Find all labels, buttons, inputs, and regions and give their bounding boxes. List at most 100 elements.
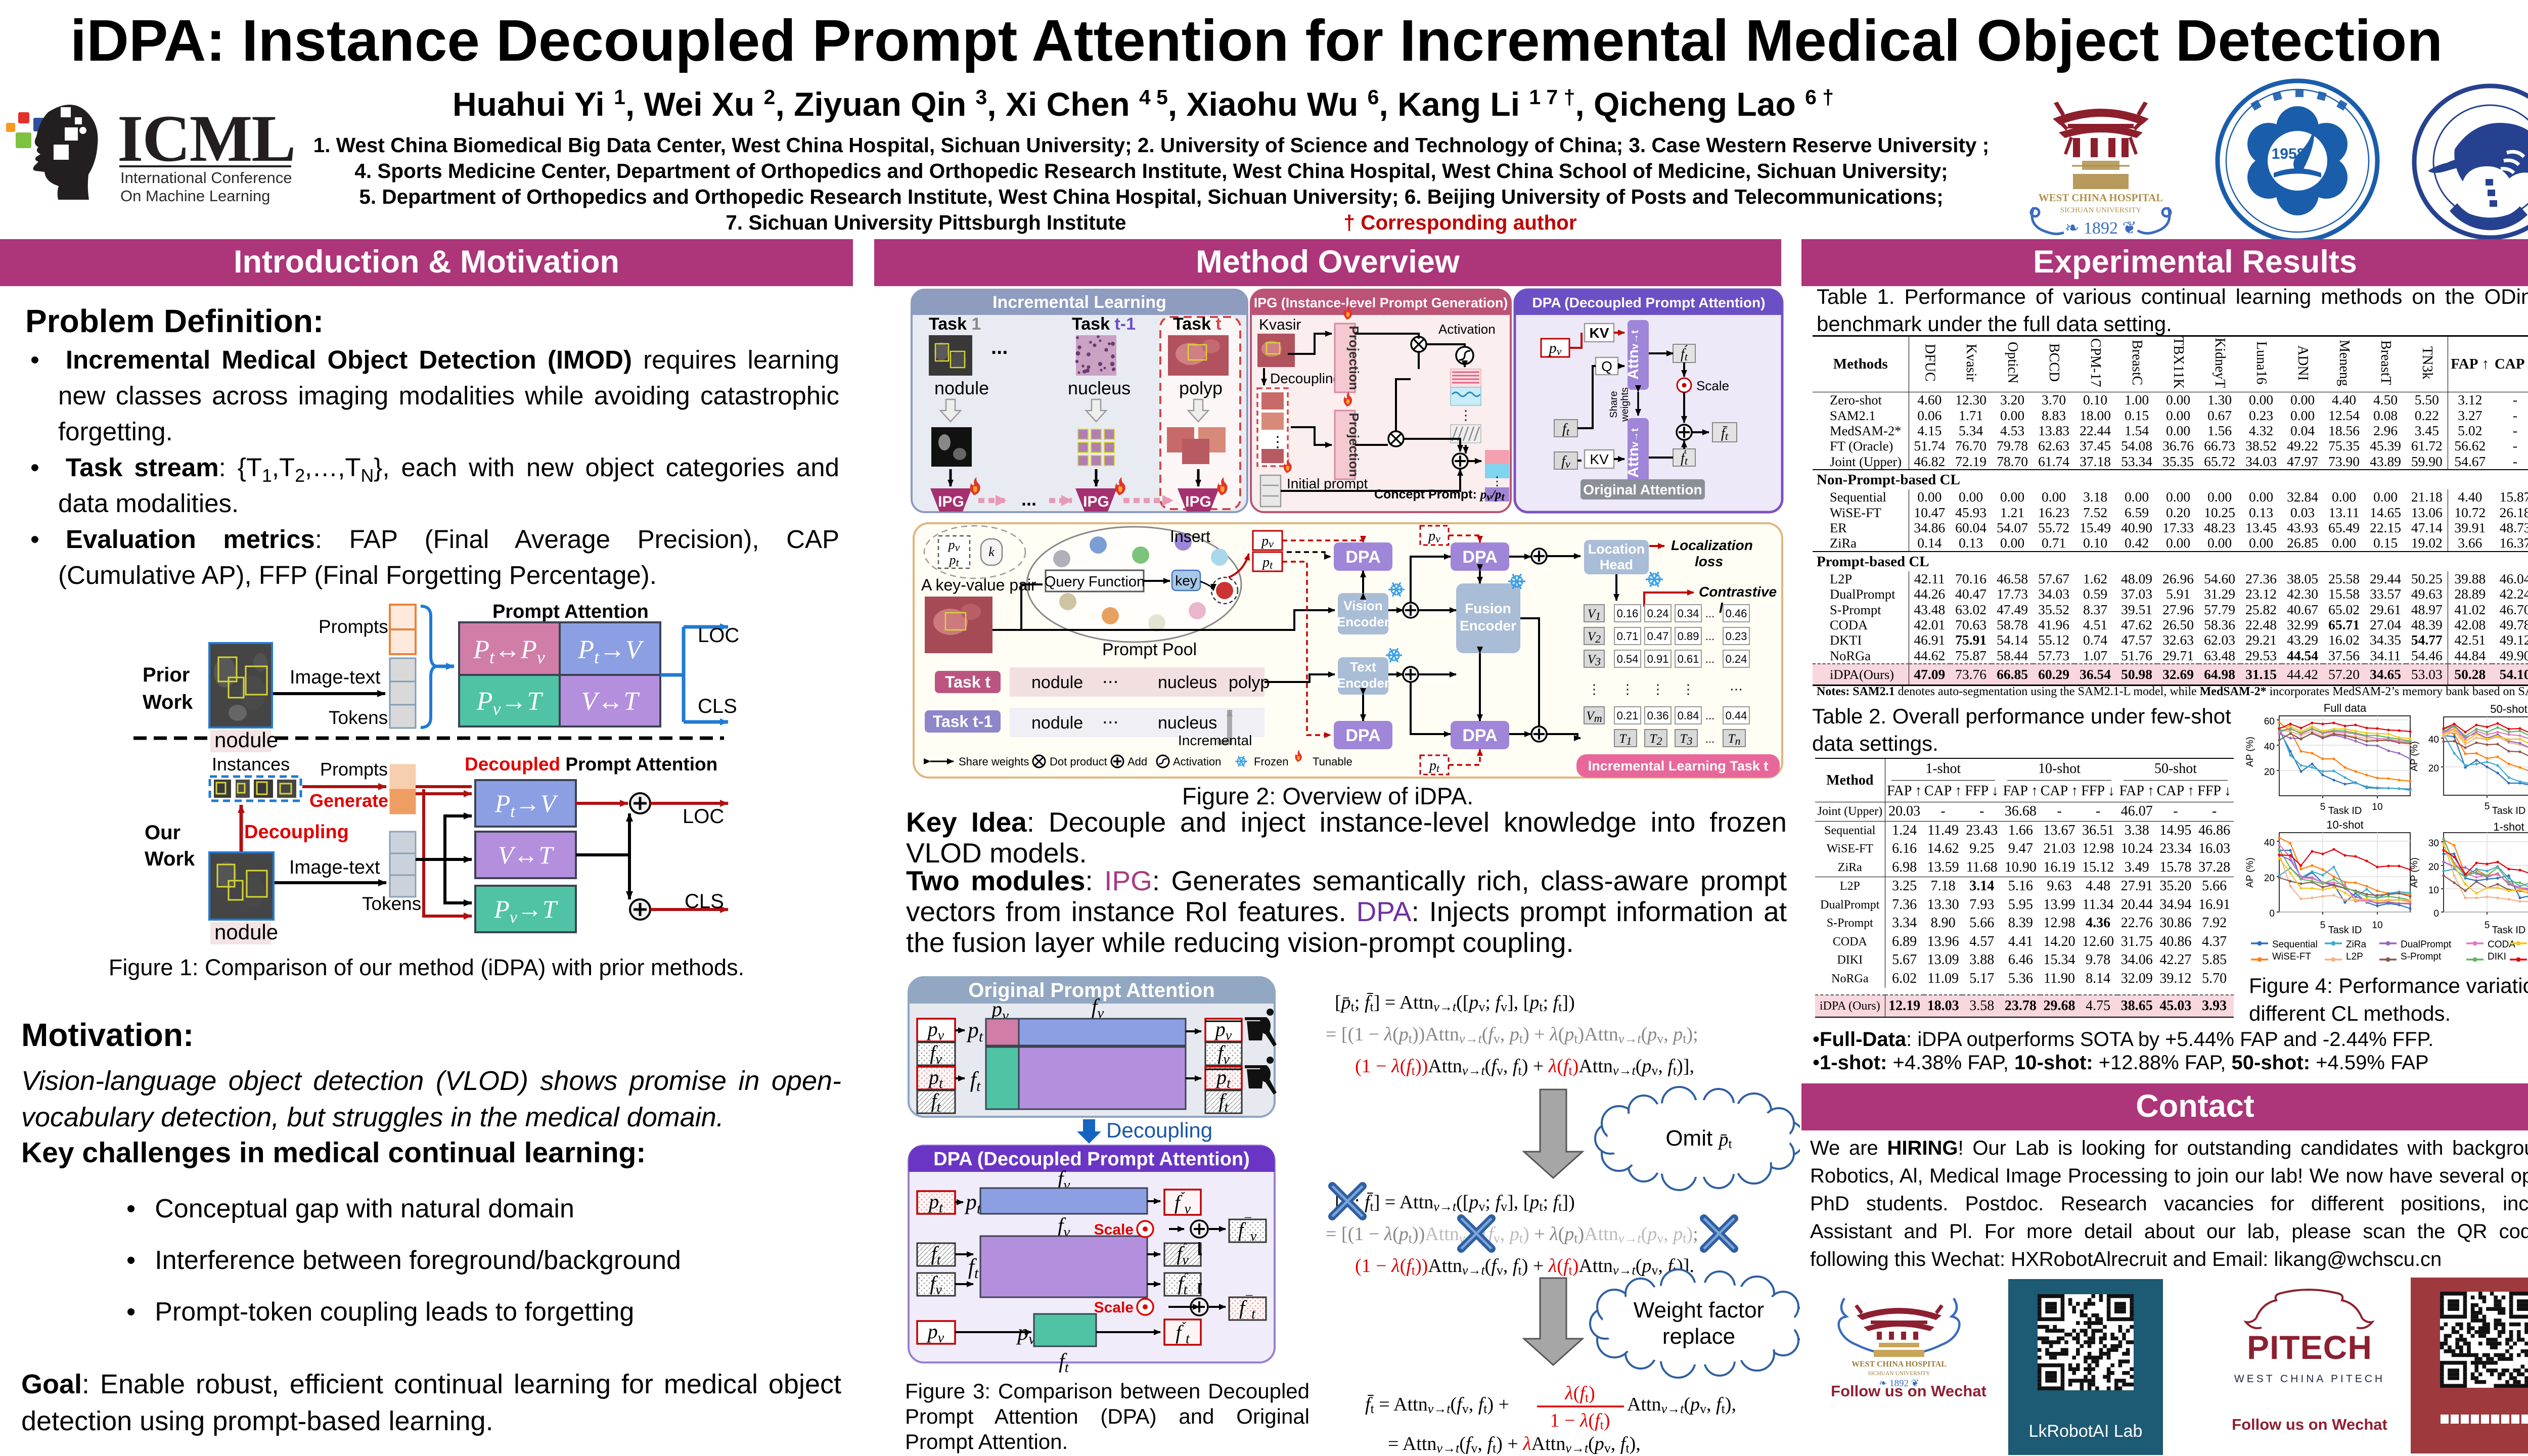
svg-text:Work: Work: [145, 848, 195, 870]
svg-text:Initial prompt: Initial prompt: [1287, 476, 1368, 491]
svg-text:5: 5: [2320, 802, 2326, 812]
svg-text:Dot product: Dot product: [1050, 755, 1107, 768]
svg-text:IPG (Instance-level Prompt Gen: IPG (Instance-level Prompt Generation): [1254, 295, 1508, 310]
svg-text:WEST CHINA PITECH: WEST CHINA PITECH: [2234, 1373, 2385, 1385]
svg-text:Scale: Scale: [1696, 378, 1729, 393]
svg-text:Original Attention: Original Attention: [1583, 482, 1702, 497]
svg-text:40: 40: [2264, 742, 2275, 752]
svg-text:20: 20: [2264, 767, 2275, 778]
svg-text:Tokens: Tokens: [329, 707, 388, 728]
svg-text:0.61: 0.61: [1678, 653, 1699, 665]
svg-text:Localization: Localization: [1671, 537, 1753, 553]
svg-text:nodule: nodule: [1031, 713, 1083, 733]
svg-text:0.84: 0.84: [1678, 709, 1699, 722]
svg-text:Follow us on Wechat: Follow us on Wechat: [2232, 1416, 2387, 1433]
svg-text:nodule: nodule: [214, 920, 278, 944]
svg-text:V3: V3: [1588, 653, 1601, 668]
svg-text:...: ...: [1021, 489, 1036, 510]
svg-text:...: ...: [1705, 607, 1714, 620]
svg-text:⋅⋅⋅: ⋅⋅⋅: [1102, 673, 1118, 692]
svg-text:IPG: IPG: [938, 493, 964, 510]
svg-text:WEST CHINA HOSPITAL: WEST CHINA HOSPITAL: [2039, 192, 2163, 204]
svg-text:Encoder: Encoder: [1460, 618, 1516, 633]
svg-text:⋅⋅⋅: ⋅⋅⋅: [1102, 713, 1118, 733]
svg-text:Query Function: Query Function: [1045, 574, 1145, 590]
svg-text:SICHUAN UNIVERSITY: SICHUAN UNIVERSITY: [1868, 1371, 1931, 1377]
svg-text:5: 5: [2485, 801, 2490, 812]
svg-text:CODA: CODA: [2488, 939, 2515, 950]
svg-text:Task t-1: Task t-1: [933, 712, 993, 731]
svg-text:30: 30: [2428, 838, 2439, 849]
svg-text:Encoder: Encoder: [1337, 675, 1389, 691]
svg-text:nodule: nodule: [934, 378, 989, 398]
svg-text:AP (%): AP (%): [2409, 857, 2420, 888]
svg-text:Head: Head: [1600, 557, 1633, 572]
svg-text:0.71: 0.71: [1617, 630, 1639, 643]
svg-text:fˇv: fˇv: [1175, 1190, 1191, 1217]
svg-text:Projection: Projection: [1346, 326, 1362, 390]
svg-text:f¯t: f¯t: [1239, 1294, 1256, 1322]
svg-text:...: ...: [991, 336, 1008, 358]
svg-text:Follow us on Wechat: Follow us on Wechat: [1831, 1382, 1987, 1400]
svg-text:polyp: polyp: [1229, 673, 1270, 692]
svg-text:...: ...: [1705, 709, 1714, 722]
svg-text:λ(ft): λ(ft): [1564, 1383, 1595, 1405]
svg-text:Location: Location: [1588, 541, 1645, 557]
svg-text:International Conference: International Conference: [120, 169, 292, 187]
svg-text:...: ...: [1705, 733, 1714, 745]
svg-text:20: 20: [2264, 873, 2275, 884]
svg-text:polyp: polyp: [1179, 378, 1223, 398]
svg-text:V2: V2: [1588, 630, 1601, 645]
svg-text:DPA: DPA: [1462, 548, 1497, 567]
svg-text:Decoupling: Decoupling: [244, 822, 349, 843]
svg-text:CLS: CLS: [685, 890, 724, 913]
svg-text:(1 − λ(ft))Attnv→t(fv, ft) + λ: (1 − λ(ft))Attnv→t(fv, ft) + λ(ft)Attnv→…: [1355, 1056, 1694, 1078]
svg-text:10: 10: [2428, 885, 2439, 896]
svg-text:0.47: 0.47: [1647, 630, 1669, 643]
svg-text:Kvasir: Kvasir: [1259, 316, 1301, 333]
svg-text:On Machine Learning: On Machine Learning: [120, 187, 270, 205]
svg-text:Prompt Pool: Prompt Pool: [1102, 640, 1197, 659]
svg-text:0: 0: [2433, 908, 2439, 919]
svg-text:ḟt: ḟt: [1681, 450, 1688, 467]
svg-text:Tokens: Tokens: [362, 893, 421, 914]
svg-text:⋮: ⋮: [1270, 434, 1285, 450]
svg-text:0.24: 0.24: [1726, 653, 1747, 665]
svg-text:Scale: Scale: [1094, 1221, 1134, 1238]
svg-text:DPA (Decoupled Prompt Attentio: DPA (Decoupled Prompt Attention): [1532, 295, 1766, 310]
svg-text:T1: T1: [1619, 732, 1632, 747]
svg-text:Decoupled Prompt Attention: Decoupled Prompt Attention: [465, 754, 717, 775]
svg-text:⋮: ⋮: [1588, 681, 1601, 697]
svg-text:IPG: IPG: [1083, 493, 1109, 510]
svg-text:Generate: Generate: [309, 790, 388, 811]
svg-text:Pt→V: Pt→V: [577, 635, 644, 667]
svg-text:V↔T: V↔T: [581, 687, 640, 716]
svg-text:WEST CHINA HOSPITAL: WEST CHINA HOSPITAL: [1852, 1360, 1947, 1369]
svg-text:0.36: 0.36: [1647, 709, 1669, 722]
svg-text:10-shot: 10-shot: [2326, 818, 2363, 831]
svg-text:Task 1: Task 1: [929, 314, 981, 334]
svg-text:Q: Q: [1601, 358, 1612, 374]
svg-text:Pv→T: Pv→T: [493, 895, 558, 927]
svg-text:Sequential: Sequential: [2272, 939, 2318, 950]
svg-text:⋮: ⋮: [1621, 681, 1634, 697]
svg-text:f́t: f́t: [1681, 346, 1688, 363]
svg-text:pt: pt: [1261, 555, 1273, 571]
svg-text:ft: ft: [1562, 421, 1570, 438]
svg-text:replace: replace: [1662, 1324, 1735, 1349]
svg-text:0.46: 0.46: [1726, 607, 1747, 620]
svg-text:Concept Prompt: pv/pt: Concept Prompt: pv/pt: [1374, 487, 1505, 503]
svg-text:20: 20: [2428, 862, 2439, 873]
svg-text:0.16: 0.16: [1617, 607, 1639, 620]
svg-text:key: key: [1175, 573, 1197, 588]
svg-text:⋮: ⋮: [1651, 681, 1664, 697]
svg-text:DPA: DPA: [1462, 726, 1497, 745]
svg-text:PITΕCH: PITΕCH: [2247, 1329, 2372, 1366]
svg-text:Attnv→t(pv, ft),: Attnv→t(pv, ft),: [1627, 1394, 1736, 1416]
svg-text:⋮: ⋮: [1459, 407, 1472, 423]
svg-text:(1 − λ(ft))Attnv→t(fv, ft) + λ: (1 − λ(ft))Attnv→t(fv, ft) + λ(ft)Attnv→…: [1355, 1255, 1694, 1278]
svg-text:...: ...: [1705, 653, 1714, 665]
svg-text:Share weights: Share weights: [959, 755, 1029, 768]
svg-text:V↔T: V↔T: [498, 841, 555, 869]
svg-text:ZiRa: ZiRa: [2346, 939, 2367, 950]
